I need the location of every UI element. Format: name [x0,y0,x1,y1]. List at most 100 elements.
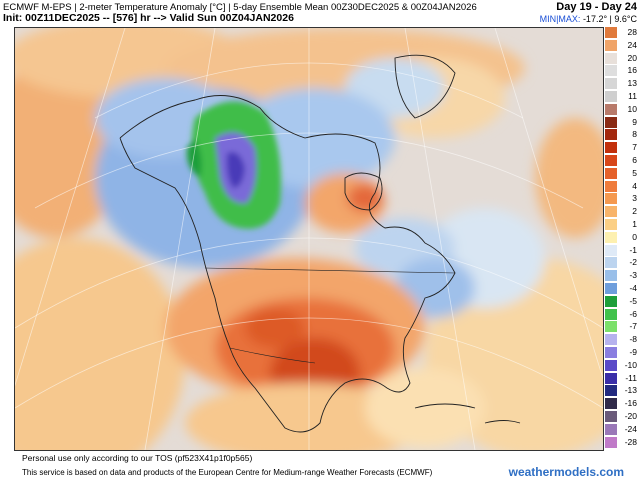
legend-swatch [605,155,617,166]
legend-row: 5 [603,167,638,180]
legend-row: -7 [603,321,638,333]
legend-swatch [605,91,617,102]
legend-label: -13 [624,385,637,396]
legend-swatch [605,385,617,397]
legend-swatch [605,295,617,307]
legend-row: 7 [603,142,638,154]
legend-label: 11 [628,91,637,101]
anomaly-map-canvas [15,28,603,450]
day-range: Day 19 - Day 24 [556,1,637,13]
legend-swatch [605,372,617,384]
legend-row: -5 [603,295,638,308]
legend-label: -10 [624,359,637,370]
legend-row: 28 [603,27,638,39]
legend-row: 10 [603,103,638,116]
legend-row: -13 [603,385,638,397]
legend-swatch [605,423,617,435]
legend-label: -11 [625,372,637,383]
legend-swatch [605,257,617,269]
legend-label: -7 [629,321,637,332]
legend-swatch [605,129,617,141]
legend-label: 3 [632,193,637,204]
legend-row: 9 [603,116,638,129]
legend-label: -6 [629,308,637,319]
legend-swatch [605,270,617,282]
legend-row: -9 [603,347,638,359]
legend-row: -11 [603,372,638,385]
legend-swatch [605,78,617,90]
legend-label: -9 [629,347,637,357]
legend-swatch [605,283,617,294]
coastlines [119,54,521,433]
legend-row: 8 [603,129,638,141]
legend-row: 1 [603,219,638,231]
legend-swatch [605,347,617,358]
legend-swatch [605,244,617,256]
legend-row: -6 [603,308,638,321]
legend-swatch [605,65,617,77]
legend-swatch [605,167,617,179]
legend-swatch [605,231,617,243]
legend-swatch [605,219,617,230]
min-max-readout: MIN|MAX: -17.2° | 9.6°C [540,14,637,24]
legend-row: -10 [603,359,638,372]
legend-label: -4 [629,283,637,293]
legend-row: 2 [603,206,638,218]
legend-swatch [605,359,617,371]
legend-swatch [605,116,617,128]
legend-row: 0 [603,231,638,244]
legend-swatch [605,180,617,192]
legend-label: 9 [632,116,637,127]
legend-swatch [605,411,617,422]
legend-row: 16 [603,65,638,77]
legend-swatch [605,321,617,333]
legend-label: 4 [632,180,637,191]
legend-label: -20 [624,411,637,421]
legend-row: -3 [603,270,638,282]
brand-logo[interactable]: weathermodels.com [508,465,624,479]
legend-swatch [605,103,617,115]
legend-row: -2 [603,257,638,269]
legend-label: 7 [632,142,637,153]
legend-swatch [605,142,617,154]
legend-swatch [605,206,617,218]
legend-swatch [605,334,617,346]
min-max-label: MIN|MAX: [539,14,581,24]
legend-row: -24 [603,423,638,436]
legend-row: -8 [603,334,638,346]
legend-row: 6 [603,155,638,167]
legend-row: 11 [603,91,638,103]
init-valid-line: Init: 00Z11DEC2025 -- [576] hr --> Valid… [3,12,294,24]
legend-label: -2 [629,257,637,268]
legend-label: -28 [624,436,637,447]
tos-note: Personal use only according to our TOS (… [22,453,253,463]
legend-label: 16 [627,65,637,76]
map-title: ECMWF M-EPS | 2-meter Temperature Anomal… [3,2,477,13]
anomaly-map [14,27,604,451]
legend-swatch [605,436,617,448]
legend-label: -8 [629,334,637,345]
legend-label: 10 [627,103,637,114]
legend-label: -1 [629,244,637,255]
legend-row: 20 [603,52,638,65]
cold-core [186,101,281,229]
legend-row: 13 [603,78,638,90]
legend-row: 24 [603,39,638,52]
ecmwf-attribution: This service is based on data and produc… [22,468,433,477]
legend-label: 8 [632,129,637,140]
legend-label: -16 [624,398,637,409]
legend-row: 4 [603,180,638,193]
legend-swatch [605,193,617,205]
legend-row: -1 [603,244,638,257]
legend-swatch [605,308,617,320]
legend-label: 28 [627,27,637,37]
legend-label: 2 [632,206,637,217]
legend-label: 1 [632,219,637,229]
legend-swatch [605,52,617,64]
color-scale-legend: 28 24 20 16 13 11 10 9 8 7 6 5 4 3 2 1 0 -1 -2 -3 -4 -5 -6 -7 -8… [603,27,638,451]
legend-label: -24 [624,423,637,434]
legend-swatch [605,398,617,410]
anomaly-field [15,28,603,450]
legend-label: -5 [629,295,637,306]
legend-row: -20 [603,411,638,423]
